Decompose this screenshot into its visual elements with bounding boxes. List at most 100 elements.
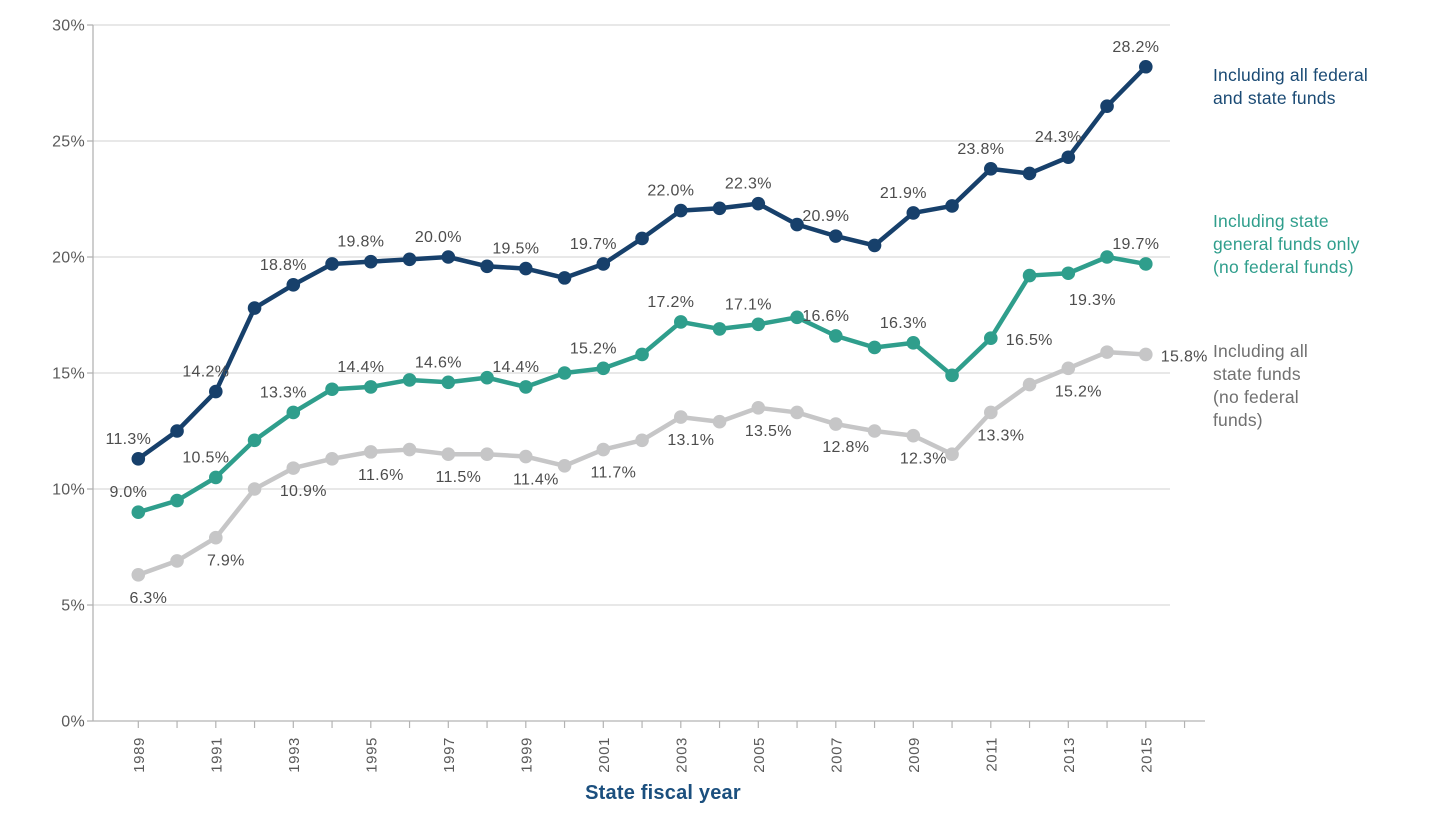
x-tick-label: 2009 <box>906 737 923 773</box>
data-point-label: 10.5% <box>182 449 229 466</box>
x-tick-label: 1989 <box>131 737 148 773</box>
data-point <box>1022 268 1037 283</box>
data-point <box>1100 345 1114 359</box>
x-tick-label: 1991 <box>208 737 225 773</box>
data-point <box>945 199 959 213</box>
data-point <box>325 382 339 397</box>
data-point <box>906 206 921 220</box>
data-point <box>1139 59 1153 74</box>
data-point <box>635 231 649 246</box>
data-point <box>1022 166 1037 181</box>
data-point <box>751 317 766 332</box>
data-point-label: 20.9% <box>802 208 849 225</box>
data-point <box>867 238 882 253</box>
data-point-label: 11.3% <box>105 431 151 448</box>
data-point-label: 23.8% <box>957 141 1004 158</box>
data-point <box>402 373 417 387</box>
data-point <box>286 461 301 475</box>
data-point-label: 20.0% <box>415 229 462 246</box>
data-point <box>984 331 998 346</box>
legend-state-general-funds-only: Including state general funds only (no f… <box>1213 210 1360 279</box>
data-point <box>984 162 998 176</box>
data-point <box>325 257 339 271</box>
x-tick-label: 1997 <box>441 737 458 773</box>
data-point-label: 11.5% <box>435 469 481 486</box>
data-point <box>247 482 262 496</box>
data-point-label: 22.0% <box>647 183 694 200</box>
x-tick-label: 2015 <box>1138 737 1155 773</box>
data-point <box>751 401 766 415</box>
legend-all-federal-and-state-funds: Including all federal and state funds <box>1213 64 1368 110</box>
data-point-label: 17.2% <box>647 294 694 311</box>
data-point <box>674 315 688 329</box>
data-point-label: 11.6% <box>358 467 404 484</box>
data-point <box>1061 150 1076 165</box>
data-point-label: 15.2% <box>570 340 617 357</box>
data-point-label: 15.2% <box>1055 383 1102 400</box>
data-point-label: 21.9% <box>880 185 927 202</box>
data-point-label: 6.3% <box>129 590 167 607</box>
data-point-label: 24.3% <box>1035 129 1082 146</box>
data-point <box>325 452 339 466</box>
data-point <box>1100 250 1114 264</box>
data-point-label: 11.4% <box>513 472 559 489</box>
data-point <box>519 449 533 464</box>
data-point-label: 19.7% <box>570 236 617 253</box>
x-tick-label: 1999 <box>518 737 535 773</box>
data-point <box>1139 347 1153 362</box>
data-point-label: 7.9% <box>207 553 245 570</box>
data-point <box>635 347 649 362</box>
legend-line: and state funds <box>1213 88 1336 108</box>
data-point-label: 15.8% <box>1161 348 1208 365</box>
data-point-label: 28.2% <box>1112 39 1159 56</box>
data-point <box>170 493 184 508</box>
data-point <box>829 229 843 243</box>
x-tick-label: 2005 <box>751 737 768 773</box>
data-point <box>364 380 378 394</box>
data-point <box>674 410 688 424</box>
x-axis-title: State fiscal year <box>585 782 741 804</box>
x-tick-label: 2003 <box>673 737 690 773</box>
data-point <box>829 417 843 431</box>
data-point <box>441 447 456 462</box>
data-point <box>829 329 843 343</box>
data-point-label: 13.3% <box>260 384 307 401</box>
legend-line: (no federal funds) <box>1213 257 1354 277</box>
data-point <box>596 442 611 457</box>
data-point <box>480 259 494 274</box>
data-point <box>1139 257 1153 271</box>
y-tick-label: 5% <box>61 598 85 615</box>
data-point <box>480 447 494 462</box>
y-tick-label: 15% <box>52 366 85 383</box>
data-point-label: 16.5% <box>1006 332 1053 349</box>
data-point <box>596 257 611 271</box>
data-point-label: 11.7% <box>590 465 636 482</box>
data-point <box>519 380 533 394</box>
data-point <box>906 428 921 443</box>
data-point-label: 22.3% <box>725 176 772 193</box>
x-tick-label: 1995 <box>363 737 380 773</box>
data-point-label: 12.3% <box>900 451 947 468</box>
legend-line: Including state <box>1213 211 1329 231</box>
legend-line: state funds <box>1213 364 1301 384</box>
data-point-label: 14.4% <box>492 359 539 376</box>
data-point-label: 14.6% <box>415 354 462 371</box>
data-point <box>557 271 572 285</box>
data-point-label: 12.8% <box>822 439 869 456</box>
legend-all-state-funds: Including all state funds (no federal fu… <box>1213 340 1308 432</box>
data-point <box>170 554 184 568</box>
x-tick-label: 2001 <box>596 737 613 773</box>
data-point <box>209 384 223 399</box>
legend-line: (no federal <box>1213 387 1299 407</box>
data-point <box>674 203 688 218</box>
y-tick-label: 10% <box>52 482 85 499</box>
x-tick-label: 1993 <box>286 737 303 773</box>
data-point <box>906 336 921 350</box>
data-point-label: 18.8% <box>260 257 307 274</box>
legend-line: Including all federal <box>1213 65 1368 85</box>
data-point-label: 19.8% <box>337 234 384 251</box>
data-point <box>402 442 417 457</box>
data-point <box>790 405 804 420</box>
data-point-label: 13.5% <box>745 423 792 440</box>
